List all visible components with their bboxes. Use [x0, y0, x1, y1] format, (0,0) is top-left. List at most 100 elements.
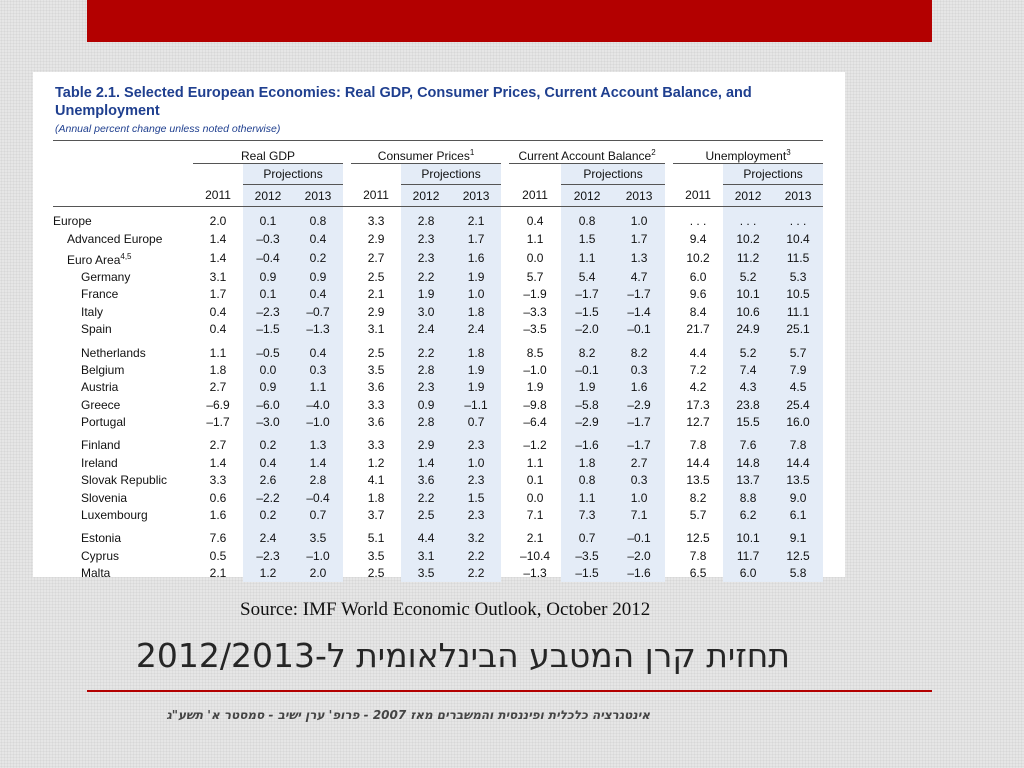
value-cell: 0.7 [451, 413, 502, 432]
column-spacer [343, 397, 351, 414]
value-cell: –1.0 [293, 413, 344, 432]
country-cell: Estonia [53, 530, 193, 547]
value-cell: 0.4 [209, 304, 227, 319]
table-row: Ireland 1.4 0.4 1.4 1.2 1.4 1.0 1.1 1.8 2.7 14.4 14… [53, 454, 824, 473]
value-cell: 1.1 [561, 489, 614, 507]
value-cell: 3.3 [367, 397, 385, 412]
slide-heading: תחזית קרן המטבע הבינלאומית ל-2012/2013 [135, 636, 790, 675]
projections-header-row: Projections Projections Projections Project… [53, 163, 824, 185]
value-cell: 2.1 [209, 566, 227, 581]
column-spacer [343, 565, 351, 582]
value-cell: 13.5 [773, 472, 824, 490]
value-cell: –6.0 [243, 396, 293, 414]
value-cell: 12.5 [686, 531, 710, 546]
country-cell: Netherlands [53, 344, 193, 361]
column-spacer [343, 379, 351, 396]
value-cell: 8.2 [613, 344, 666, 362]
table-subtitle: (Annual percent change unless noted othe… [55, 123, 281, 135]
value-cell: 0.4 [293, 230, 344, 248]
value-cell: 1.7 [613, 230, 666, 248]
header-blank [53, 184, 193, 207]
column-spacer [501, 248, 509, 269]
gap-cell [773, 431, 824, 438]
country-name: Ireland [81, 455, 118, 470]
header-spacer [665, 140, 674, 164]
value-cell: 0.3 [613, 472, 666, 490]
value-cell: –2.3 [243, 547, 293, 566]
value-cell: 3.1 [401, 547, 452, 566]
value-cell: 3.6 [367, 380, 385, 395]
table-row: Finland 2.7 0.2 1.3 3.3 2.9 2.3 –1.2 –1.6 –1.7 7.8… [53, 437, 824, 455]
value-cell: –1.7 [613, 286, 666, 304]
value-cell: –0.1 [613, 320, 666, 339]
column-spacer [501, 286, 509, 303]
value-cell: 10.5 [773, 286, 824, 304]
gap-cell [243, 431, 293, 438]
value-cell: 2.9 [401, 437, 452, 455]
column-spacer [343, 213, 351, 230]
table-row: Netherlands 1.1 –0.5 0.4 2.5 2.2 1.8 8.5 8.2 8.2 4… [53, 344, 824, 362]
value-cell: –2.9 [561, 413, 614, 432]
column-spacer [501, 344, 509, 361]
value-cell: 13.5 [686, 473, 710, 488]
country-cell: Euro Area4,5 [53, 248, 193, 269]
column-spacer [501, 397, 509, 414]
header-spacer [343, 164, 351, 185]
value-cell: 1.3 [613, 247, 666, 269]
column-spacer [665, 248, 673, 269]
value-cell: –0.4 [243, 247, 293, 269]
value-cell: 0.1 [243, 286, 293, 304]
value-cell: 3.5 [367, 362, 385, 377]
value-cell: –1.1 [451, 396, 502, 414]
value-cell: 24.9 [723, 320, 774, 339]
column-spacer [665, 321, 673, 338]
value-cell: 0.3 [293, 361, 344, 380]
value-cell: 3.6 [401, 472, 452, 490]
country-cell: Germany [53, 269, 193, 286]
value-cell: –1.7 [613, 413, 666, 432]
table-row: Slovenia 0.6 –2.2 –0.4 1.8 2.2 1.5 0.0 1.1 1.0 8.2… [53, 489, 824, 507]
column-spacer [343, 321, 351, 338]
group-header-label: Unemployment [705, 149, 787, 163]
value-cell: 3.3 [209, 473, 227, 488]
column-spacer [665, 379, 673, 396]
column-spacer [501, 565, 509, 582]
value-cell: 3.3 [367, 438, 385, 453]
value-cell: –1.2 [523, 438, 547, 453]
value-cell: 0.0 [526, 250, 544, 265]
value-cell: –3.5 [561, 547, 614, 566]
economies-table: Real GDP Consumer Prices1 Current Account … [53, 140, 824, 583]
projections-label: Projections [243, 163, 344, 185]
value-cell: 4.4 [401, 530, 452, 548]
value-cell: 2.4 [401, 320, 452, 339]
year-label: 2012 [401, 184, 452, 207]
value-cell: 9.4 [689, 231, 707, 246]
section-gap [53, 431, 824, 438]
projections-label: Projections [723, 163, 824, 185]
table-row: France 1.7 0.1 0.4 2.1 1.9 1.0 –1.9 –1.7 –1.7 9.6 1… [53, 286, 824, 304]
gap-cell [401, 431, 452, 438]
table-row: Cyprus 0.5 –2.3 –1.0 3.5 3.1 2.2 –10.4 –3.5 –2.0 7… [53, 547, 824, 566]
country-name: Malta [81, 566, 111, 581]
country-cell: Finland [53, 437, 193, 454]
value-cell: –5.8 [561, 396, 614, 414]
gap-cell [773, 206, 824, 213]
value-cell: 7.4 [723, 361, 774, 380]
country-name: Europe [53, 214, 92, 229]
table-row: Austria 2.7 0.9 1.1 3.6 2.3 1.9 1.9 1.9 1.6 4.2 4.3… [53, 379, 824, 397]
table-row: Euro Area4,5 1.4 –0.4 0.2 2.7 2.3 1.6 0.0 1.1 1.3… [53, 247, 824, 269]
value-cell: 5.1 [367, 531, 385, 546]
country-cell: Slovenia [53, 489, 193, 506]
value-cell: –3.3 [523, 304, 547, 319]
column-spacer [665, 472, 673, 489]
value-cell: –1.6 [613, 565, 666, 583]
column-spacer [665, 489, 673, 506]
column-spacer [665, 344, 673, 361]
country-name: Cyprus [81, 548, 120, 563]
value-cell: 2.2 [401, 344, 452, 362]
value-cell: 2.2 [451, 547, 502, 566]
value-cell: –1.6 [561, 437, 614, 455]
column-spacer [343, 530, 351, 547]
value-cell: 0.9 [401, 396, 452, 414]
value-cell: 1.8 [451, 303, 502, 321]
